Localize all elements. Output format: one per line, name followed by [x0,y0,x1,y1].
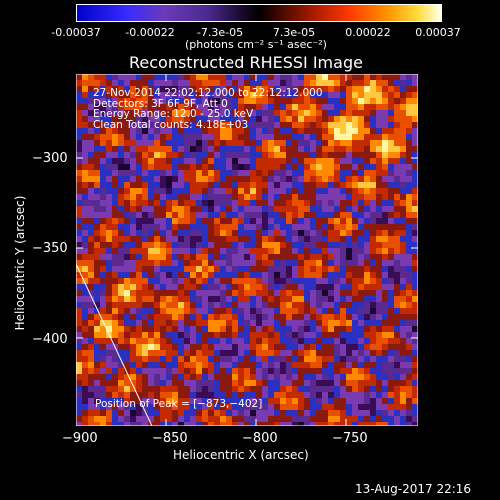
info-time-range: 27-Nov-2014 22:02:12.000 to 22:12:12.000 [93,87,323,99]
info-clean-counts: Clean Total counts: 4.18E+03 [93,118,249,131]
colorbar-tick: 0.00022 [345,26,391,39]
colorbar-tick: -7.3e-05 [196,26,244,39]
y-axis-label: Heliocentric Y (arcsec) [13,195,27,331]
colorbar-units: (photons cm⁻² s⁻¹ asec⁻²) [185,38,327,51]
y-tick-label: −400 [32,332,68,347]
colorbar-tick: 0.00037 [415,26,461,39]
plot-title: Reconstructed RHESSI Image [129,53,363,72]
colorbar [76,4,442,22]
colorbar-tick: -0.00022 [125,26,175,39]
x-tick-label: −800 [242,431,278,446]
image-plot [76,74,418,426]
info-energy-range: Energy Range: 12.0 - 25.0 keV [93,108,254,120]
x-tick-label: −850 [152,431,188,446]
colorbar-tick: -0.00037 [51,26,101,39]
colorbar-tick: 7.3e-05 [272,26,316,39]
peak-position: Position of Peak = [−873,−402] [95,398,263,410]
limb-line [76,263,153,426]
info-detectors: Detectors: 3F 6F 9F, Att 0 [93,97,228,110]
footer-date: 13-Aug-2017 22:16 [355,482,472,496]
info-block: 27-Nov-2014 22:02:12.000 to 22:12:12.000… [93,88,323,130]
y-tick-label: −350 [32,241,68,256]
y-tick-label: −300 [32,151,68,166]
x-tick-label: −750 [332,431,368,446]
x-tick-label: −900 [62,431,98,446]
x-axis-label: Heliocentric X (arcsec) [173,448,309,462]
